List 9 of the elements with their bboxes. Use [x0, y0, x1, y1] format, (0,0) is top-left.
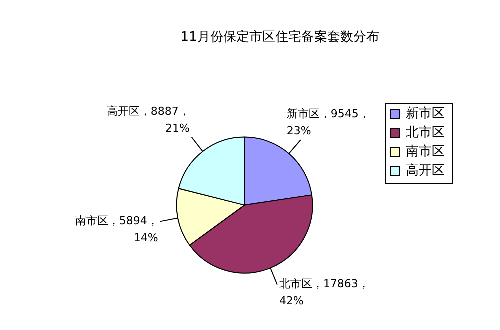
data-label: 新市区，9545， 23% [286, 107, 370, 138]
legend-label: 南市区 [406, 144, 445, 160]
chart-title: 11月份保定市区住宅备案套数分布 [180, 29, 380, 46]
data-label: 北市区，17863， 42% [279, 278, 370, 308]
legend-label: 北市区 [406, 125, 445, 140]
data-label: 南市区，5894， 14% [75, 214, 158, 245]
legend-label: 高开区 [406, 162, 445, 178]
legend-label: 新市区 [406, 106, 445, 122]
data-label: 高开区，8887， 21% [106, 104, 190, 135]
